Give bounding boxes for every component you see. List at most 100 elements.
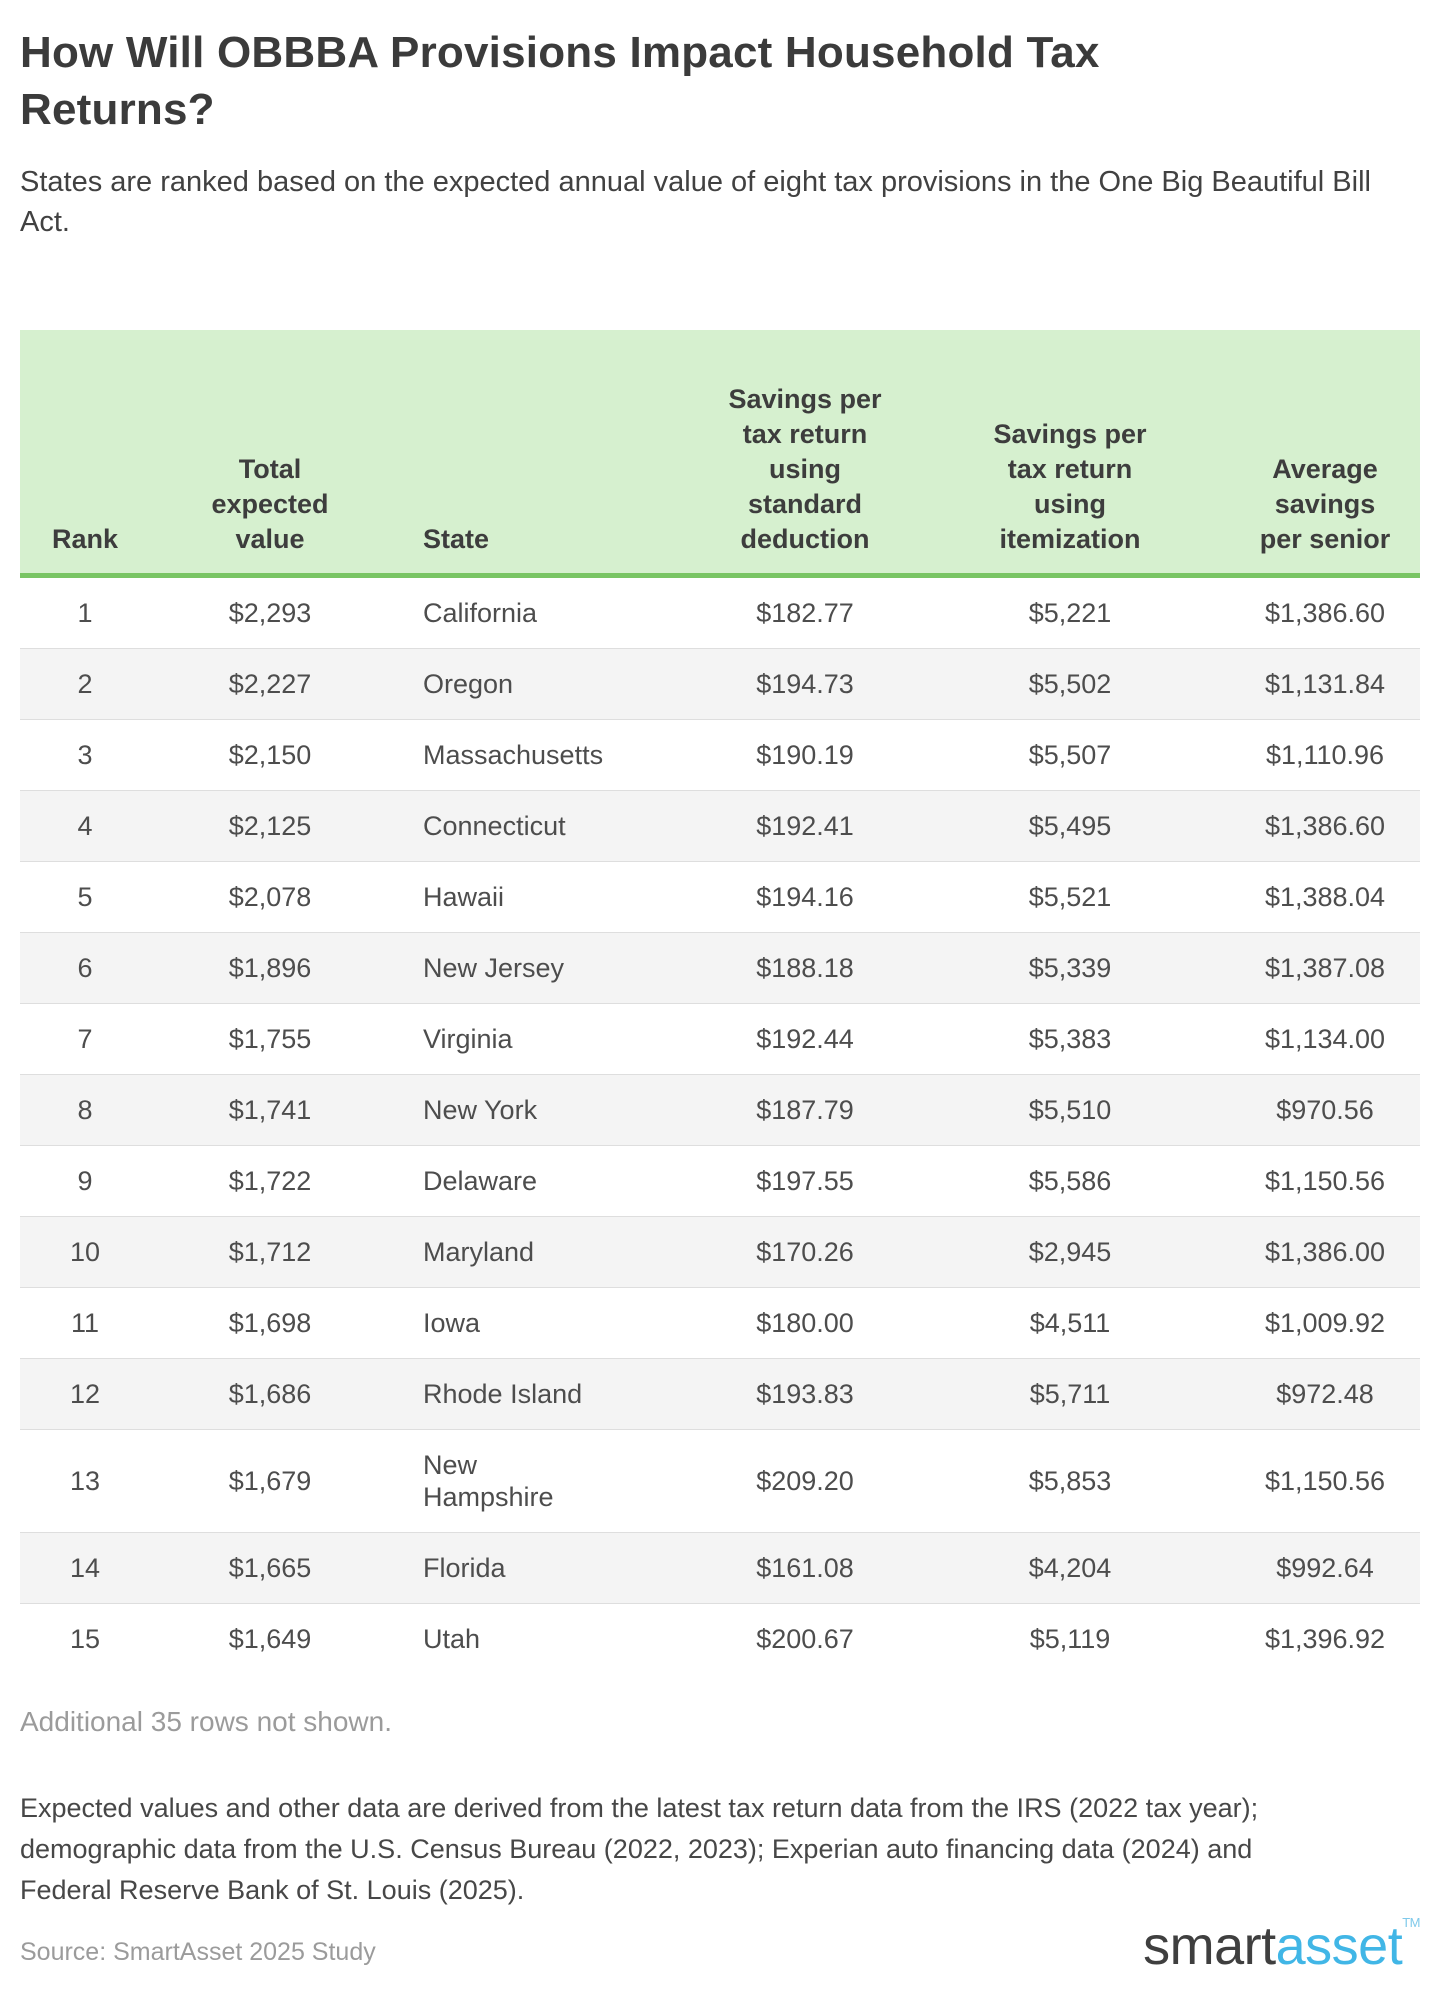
rank-cell: 11 xyxy=(20,1287,150,1359)
savings-standard-deduction-cell: $209.20 xyxy=(700,1429,910,1533)
average-savings-per-senior-cell: $970.56 xyxy=(1230,1074,1420,1146)
average-savings-per-senior-cell: $1,387.08 xyxy=(1230,932,1420,1004)
rank-cell: 8 xyxy=(20,1074,150,1146)
total-expected-value-cell: $1,698 xyxy=(150,1287,390,1359)
average-savings-per-senior-cell: $1,110.96 xyxy=(1230,719,1420,791)
table-row: 11 $1,698 Iowa $180.00 $4,511 $1,009.92 xyxy=(20,1287,1420,1359)
total-expected-value-cell: $1,649 xyxy=(150,1603,390,1674)
column-header-savings-itemization: Savings per tax return using itemization xyxy=(910,330,1230,578)
state-cell: Oregon xyxy=(390,648,700,720)
column-header-savings-standard-deduction: Savings per tax return using standard de… xyxy=(700,330,910,578)
total-expected-value-cell: $2,227 xyxy=(150,648,390,720)
table-header: Rank Total expected value State Savings … xyxy=(20,330,1420,578)
table-row: 5 $2,078 Hawaii $194.16 $5,521 $1,388.04 xyxy=(20,861,1420,933)
state-cell: New York xyxy=(390,1074,700,1146)
rows-not-shown-note: Additional 35 rows not shown. xyxy=(20,1706,392,1737)
savings-standard-deduction-cell: $187.79 xyxy=(700,1074,910,1146)
column-header-rank: Rank xyxy=(20,330,150,578)
state-cell: Massachusetts xyxy=(390,719,700,791)
rank-cell: 6 xyxy=(20,932,150,1004)
savings-standard-deduction-cell: $192.44 xyxy=(700,1003,910,1075)
savings-standard-deduction-cell: $200.67 xyxy=(700,1603,910,1674)
page-title: How Will OBBBA Provisions Impact Househo… xyxy=(20,28,1100,134)
table-row: 2 $2,227 Oregon $194.73 $5,502 $1,131.84 xyxy=(20,648,1420,720)
total-expected-value-cell: $1,722 xyxy=(150,1145,390,1217)
state-cell: Maryland xyxy=(390,1216,700,1288)
savings-standard-deduction-cell: $194.73 xyxy=(700,648,910,720)
total-expected-value-cell: $1,679 xyxy=(150,1429,390,1533)
rank-cell: 7 xyxy=(20,1003,150,1075)
total-expected-value-cell: $2,150 xyxy=(150,719,390,791)
state-cell: Hawaii xyxy=(390,861,700,933)
rank-cell: 10 xyxy=(20,1216,150,1288)
rank-cell: 4 xyxy=(20,790,150,862)
rank-cell: 9 xyxy=(20,1145,150,1217)
savings-standard-deduction-cell: $197.55 xyxy=(700,1145,910,1217)
savings-itemization-cell: $5,119 xyxy=(910,1603,1230,1674)
state-cell: California xyxy=(423,598,538,628)
savings-standard-deduction-cell: $190.19 xyxy=(700,719,910,791)
table-row: 14 $1,665 Florida $161.08 $4,204 $992.64 xyxy=(20,1532,1420,1604)
average-savings-per-senior-cell: $1,134.00 xyxy=(1230,1003,1420,1075)
average-savings-per-senior-cell: $992.64 xyxy=(1230,1532,1420,1604)
rank-cell: 3 xyxy=(20,719,150,791)
average-savings-per-senior-cell: $1,396.92 xyxy=(1230,1603,1420,1674)
total-expected-value-cell: $1,686 xyxy=(150,1358,390,1430)
total-expected-value-cell: $2,293 xyxy=(228,598,312,628)
smartasset-logo: smartassetTM xyxy=(1143,1915,1420,1977)
savings-standard-deduction-cell: $161.08 xyxy=(700,1532,910,1604)
average-savings-per-senior-cell: $1,131.84 xyxy=(1230,648,1420,720)
rankings-table: Rank Total expected value State Savings … xyxy=(20,330,1420,1674)
savings-itemization-cell: $5,495 xyxy=(910,790,1230,862)
total-expected-value-cell: $1,755 xyxy=(150,1003,390,1075)
state-cell: New Jersey xyxy=(390,932,700,1004)
total-expected-value-cell: $1,665 xyxy=(150,1532,390,1604)
table-row: 13 $1,679 New Hampshire $209.20 $5,853 $1,150… xyxy=(20,1429,1420,1533)
total-expected-value-cell: $1,896 xyxy=(150,932,390,1004)
table-row: 10 $1,712 Maryland $170.26 $2,945 $1,386.00 xyxy=(20,1216,1420,1288)
table-row: 8 $1,741 New York $187.79 $5,510 $970.56 xyxy=(20,1074,1420,1146)
total-expected-value-cell: $2,125 xyxy=(150,790,390,862)
total-expected-value-cell: $1,741 xyxy=(150,1074,390,1146)
savings-standard-deduction-cell: $182.77 xyxy=(756,598,854,628)
state-cell: Rhode Island xyxy=(390,1358,700,1430)
savings-itemization-cell: $5,507 xyxy=(910,719,1230,791)
table-row: 1 $2,293 California $182.77 $5,221 $1,386.60 xyxy=(20,575,1420,649)
table-row: 15 $1,649 Utah $200.67 $5,119 $1,396.92 xyxy=(20,1603,1420,1674)
savings-itemization-cell: $5,221 xyxy=(1028,598,1112,628)
average-savings-per-senior-cell: $1,150.56 xyxy=(1230,1429,1420,1533)
table-row: 6 $1,896 New Jersey $188.18 $5,339 $1,387.08 xyxy=(20,932,1420,1004)
savings-itemization-cell: $5,711 xyxy=(910,1358,1230,1430)
logo-text-asset: asset xyxy=(1275,1916,1403,1976)
logo-text-smart: smart xyxy=(1143,1916,1276,1976)
total-expected-value-cell: $2,078 xyxy=(150,861,390,933)
savings-itemization-cell: $2,945 xyxy=(910,1216,1230,1288)
table-row: 4 $2,125 Connecticut $192.41 $5,495 $1,386.60 xyxy=(20,790,1420,862)
average-savings-per-senior-cell: $1,386.60 xyxy=(1264,598,1386,628)
savings-itemization-cell: $5,586 xyxy=(910,1145,1230,1217)
state-cell: Virginia xyxy=(390,1003,700,1075)
state-cell: New Hampshire xyxy=(390,1429,700,1533)
state-cell: Delaware xyxy=(390,1145,700,1217)
savings-itemization-cell: $5,502 xyxy=(910,648,1230,720)
methodology-note: Expected values and other data are deriv… xyxy=(20,1793,1259,1905)
average-savings-per-senior-cell: $1,386.00 xyxy=(1230,1216,1420,1288)
column-header-average-savings-per-senior: Average savings per senior xyxy=(1230,330,1420,578)
savings-standard-deduction-cell: $192.41 xyxy=(700,790,910,862)
state-cell: Iowa xyxy=(390,1287,700,1359)
average-savings-per-senior-cell: $972.48 xyxy=(1230,1358,1420,1430)
savings-itemization-cell: $5,521 xyxy=(910,861,1230,933)
rank-cell: 1 xyxy=(77,598,93,628)
table-body: 1 $2,293 California $182.77 $5,221 $1,386.60 2… xyxy=(20,575,1420,1674)
source-credit: Source: SmartAsset 2025 Study xyxy=(20,1938,376,1966)
savings-standard-deduction-cell: $188.18 xyxy=(700,932,910,1004)
table-row: 12 $1,686 Rhode Island $193.83 $5,711 $972.48 xyxy=(20,1358,1420,1430)
rank-cell: 2 xyxy=(20,648,150,720)
average-savings-per-senior-cell: $1,009.92 xyxy=(1230,1287,1420,1359)
total-expected-value-cell: $1,712 xyxy=(150,1216,390,1288)
trademark-symbol: TM xyxy=(1402,1915,1420,1930)
page-subtitle: States are ranked based on the expected … xyxy=(20,166,1371,238)
table-row: 9 $1,722 Delaware $197.55 $5,586 $1,150.56 xyxy=(20,1145,1420,1217)
savings-itemization-cell: $4,204 xyxy=(910,1532,1230,1604)
rank-cell: 5 xyxy=(20,861,150,933)
